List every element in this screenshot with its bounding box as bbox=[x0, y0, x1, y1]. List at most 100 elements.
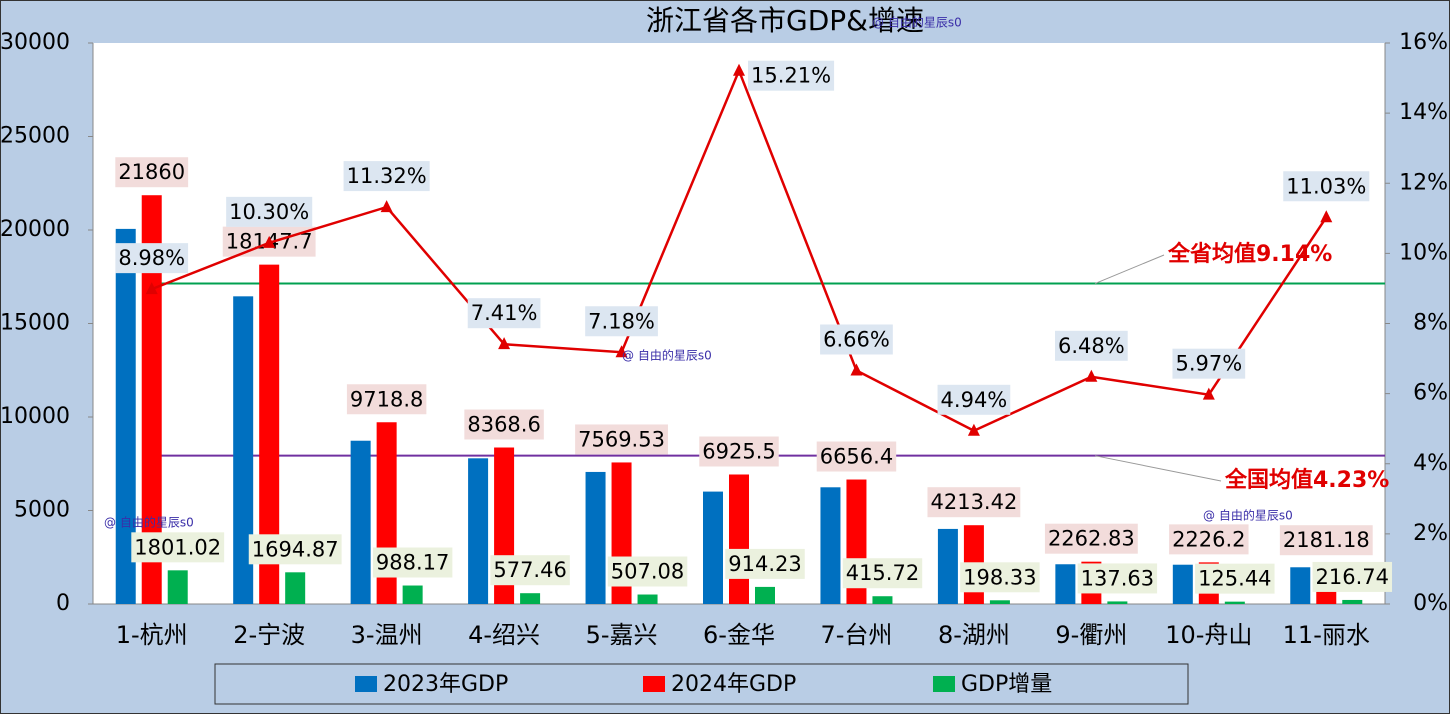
y-tick-label: 5000 bbox=[14, 498, 70, 523]
data-label: 10.30% bbox=[229, 200, 309, 224]
data-label-bg bbox=[842, 558, 923, 589]
data-label: 988.17 bbox=[376, 551, 449, 575]
marker bbox=[850, 363, 863, 376]
data-label-bg bbox=[1172, 348, 1246, 379]
bar bbox=[637, 594, 658, 604]
x-tick-label: 4-绍兴 bbox=[468, 621, 540, 649]
legend-label: GDP增量 bbox=[961, 672, 1052, 697]
data-label-bg bbox=[248, 534, 342, 565]
x-tick-label: 3-温州 bbox=[351, 621, 423, 649]
data-label: 6.48% bbox=[1058, 334, 1125, 358]
marker bbox=[498, 337, 511, 350]
x-tick-label: 8-湖州 bbox=[938, 621, 1010, 649]
data-label-bg bbox=[1312, 561, 1393, 592]
data-label-bg bbox=[1077, 563, 1158, 594]
data-label: 1801.02 bbox=[134, 535, 221, 559]
data-label: 415.72 bbox=[846, 561, 919, 585]
data-label-bg bbox=[1044, 523, 1138, 554]
data-label-bg bbox=[1169, 524, 1249, 555]
bar bbox=[585, 471, 606, 604]
legend-swatch bbox=[355, 676, 377, 692]
x-tick-label: 10-舟山 bbox=[1165, 621, 1252, 649]
data-label-bg bbox=[575, 424, 668, 455]
bar bbox=[402, 585, 423, 604]
legend-label: 2024年GDP bbox=[671, 672, 796, 697]
data-label: 2262.83 bbox=[1048, 527, 1135, 551]
data-label: 137.63 bbox=[1081, 566, 1154, 590]
marker bbox=[1202, 387, 1215, 400]
data-label: 914.23 bbox=[728, 552, 801, 576]
data-label: 4213.42 bbox=[930, 490, 1017, 514]
bar bbox=[872, 596, 893, 604]
bar bbox=[468, 458, 489, 604]
data-label-bg bbox=[725, 548, 805, 579]
data-label-bg bbox=[585, 306, 658, 337]
y2-tick-label: 14% bbox=[1399, 100, 1448, 125]
data-label: 507.08 bbox=[611, 560, 684, 584]
legend-label: 2023年GDP bbox=[383, 672, 508, 697]
bar bbox=[1172, 564, 1193, 604]
y-tick-label: 25000 bbox=[0, 124, 70, 149]
data-label: 5.97% bbox=[1175, 352, 1242, 376]
x-tick-label: 5-嘉兴 bbox=[586, 621, 658, 649]
bar bbox=[729, 474, 749, 604]
bar bbox=[233, 296, 254, 604]
x-tick-label: 6-金华 bbox=[703, 621, 775, 649]
data-label: 7569.53 bbox=[578, 427, 665, 451]
bar bbox=[259, 264, 280, 604]
data-label-bg bbox=[372, 547, 453, 578]
data-label: 198.33 bbox=[963, 565, 1036, 589]
y2-tick-label: 6% bbox=[1413, 381, 1448, 406]
reference-label: 全国均值4.23% bbox=[1224, 467, 1389, 493]
y-tick-label: 30000 bbox=[0, 30, 70, 55]
bar bbox=[1290, 567, 1311, 604]
legend-swatch bbox=[933, 676, 955, 692]
marker bbox=[1320, 210, 1333, 223]
marker bbox=[380, 200, 393, 213]
data-label-bg bbox=[927, 487, 1021, 518]
y2-tick-label: 8% bbox=[1413, 311, 1448, 336]
data-label-bg bbox=[937, 384, 1011, 415]
marker bbox=[263, 235, 276, 248]
data-label: 8368.6 bbox=[467, 413, 540, 437]
bar bbox=[1107, 601, 1128, 604]
x-tick-label: 11-丽水 bbox=[1283, 621, 1370, 649]
marker bbox=[1085, 369, 1098, 382]
reference-label: 全省均值9.14% bbox=[1167, 241, 1332, 267]
data-label-bg bbox=[490, 555, 570, 586]
marker bbox=[145, 282, 158, 295]
data-label: 15.21% bbox=[751, 64, 831, 88]
data-label-bg bbox=[1195, 563, 1275, 594]
y-tick-label: 15000 bbox=[0, 311, 70, 336]
data-label: 125.44 bbox=[1198, 567, 1271, 591]
data-label-bg bbox=[607, 556, 688, 587]
bar bbox=[350, 440, 371, 604]
watermark: @ 自由的星辰s0 bbox=[1203, 508, 1293, 523]
y2-tick-label: 2% bbox=[1413, 521, 1448, 546]
x-tick-label: 2-宁波 bbox=[233, 621, 305, 649]
y2-tick-label: 0% bbox=[1413, 591, 1448, 616]
data-label-bg bbox=[115, 157, 189, 188]
marker bbox=[733, 63, 745, 76]
bar bbox=[167, 570, 188, 604]
y2-tick-label: 16% bbox=[1399, 30, 1448, 55]
data-label: 6.66% bbox=[823, 327, 890, 351]
data-label-bg bbox=[816, 441, 897, 472]
data-label: 1694.87 bbox=[252, 537, 339, 561]
bar bbox=[141, 195, 162, 604]
data-label-bg bbox=[343, 161, 430, 192]
data-label: 11.32% bbox=[347, 164, 427, 188]
bar bbox=[115, 228, 136, 604]
bar bbox=[1055, 564, 1076, 604]
watermark: @ 自由的星辰s0 bbox=[872, 15, 962, 30]
data-label: 8.98% bbox=[118, 246, 185, 270]
data-label-bg bbox=[1283, 171, 1370, 202]
watermark: @ 自由的星辰s0 bbox=[622, 348, 712, 363]
bar bbox=[1342, 599, 1363, 604]
data-label-bg bbox=[699, 436, 779, 467]
x-tick-label: 1-杭州 bbox=[116, 621, 188, 649]
y-tick-label: 0 bbox=[56, 591, 70, 616]
data-label-bg bbox=[346, 384, 427, 415]
data-label-bg bbox=[115, 243, 189, 274]
